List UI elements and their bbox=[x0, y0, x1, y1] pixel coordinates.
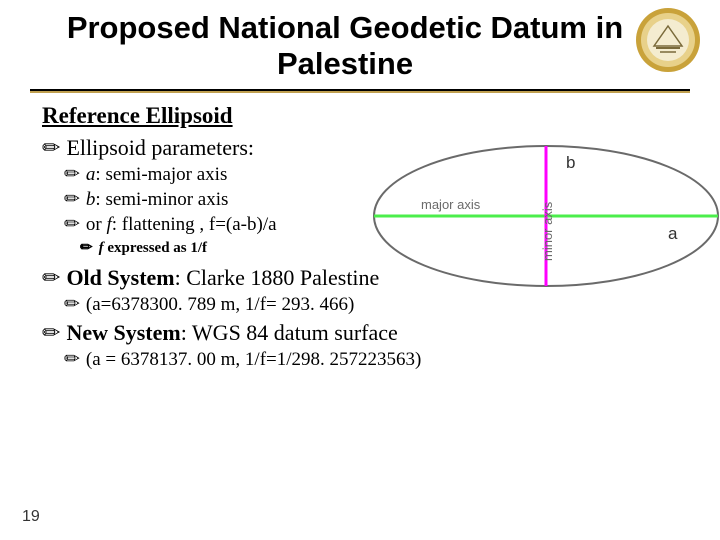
param-a-text: a: semi-major axis bbox=[86, 164, 227, 186]
section-heading: Reference Ellipsoid bbox=[42, 103, 690, 129]
new-system-text: New System: WGS 84 datum surface bbox=[66, 320, 397, 346]
ellipse-diagram: b a major axis minor axis bbox=[366, 131, 720, 291]
bullet-icon: ✏ bbox=[80, 238, 93, 256]
svg-text:b: b bbox=[566, 153, 575, 172]
bullet-icon: ✏ bbox=[42, 320, 60, 346]
old-system-values: ✏ (a=6378300. 789 m, 1/f= 293. 466) bbox=[64, 293, 690, 316]
university-logo bbox=[634, 6, 702, 74]
svg-text:minor axis: minor axis bbox=[540, 202, 555, 262]
old-system-text: Old System: Clarke 1880 Palestine bbox=[66, 265, 379, 291]
new-system-values-text: (a = 6378137. 00 m, 1/f=1/298. 257223563… bbox=[86, 349, 421, 371]
parameters-heading-text: Ellipsoid parameters: bbox=[66, 135, 254, 161]
bullet-icon: ✏ bbox=[42, 135, 60, 161]
f-note-text: f expressed as 1/f bbox=[99, 240, 207, 257]
param-b-text: b: semi-minor axis bbox=[86, 189, 228, 211]
param-f-text: or f: flattening , f=(a-b)/a bbox=[86, 214, 277, 236]
bullet-icon: ✏ bbox=[64, 213, 80, 236]
page-number: 19 bbox=[22, 508, 40, 526]
content-area: Reference Ellipsoid ✏ Ellipsoid paramete… bbox=[0, 93, 720, 371]
bullet-icon: ✏ bbox=[64, 293, 80, 316]
bullet-icon: ✏ bbox=[64, 188, 80, 211]
slide: Proposed National Geodetic Datum in Pale… bbox=[0, 0, 720, 540]
bullet-icon: ✏ bbox=[64, 163, 80, 186]
svg-text:a: a bbox=[668, 224, 678, 243]
svg-text:major axis: major axis bbox=[421, 197, 481, 212]
new-system: ✏ New System: WGS 84 datum surface bbox=[42, 320, 690, 346]
bullet-icon: ✏ bbox=[42, 265, 60, 291]
bullet-icon: ✏ bbox=[64, 348, 80, 371]
slide-title: Proposed National Geodetic Datum in Pale… bbox=[0, 0, 720, 89]
old-system-values-text: (a=6378300. 789 m, 1/f= 293. 466) bbox=[86, 294, 354, 316]
new-system-values: ✏ (a = 6378137. 00 m, 1/f=1/298. 2572235… bbox=[64, 348, 690, 371]
